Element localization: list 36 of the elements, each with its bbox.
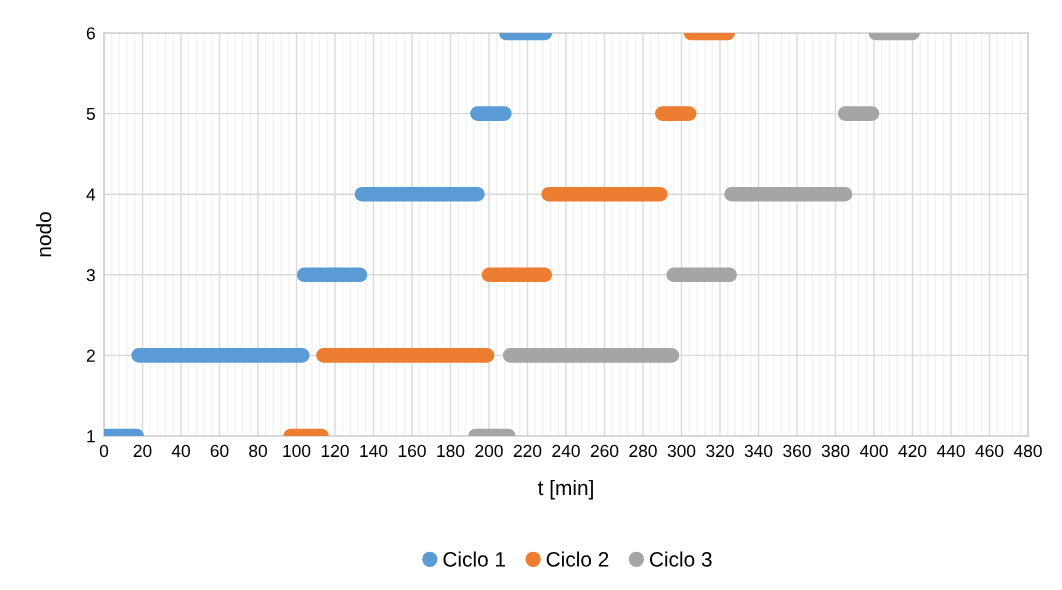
y-tick-label: 3 — [86, 268, 95, 282]
x-tick-label: 360 — [783, 444, 811, 458]
x-tick-label: 100 — [283, 444, 311, 458]
x-tick-label: 80 — [249, 444, 267, 458]
x-tick-label: 380 — [821, 444, 850, 458]
x-tick-label: 120 — [321, 444, 349, 458]
x-tick-label: 440 — [936, 444, 965, 458]
x-tick-label: 480 — [1013, 444, 1042, 458]
x-tick-label: 60 — [210, 444, 229, 458]
y-tick-label: 2 — [86, 349, 95, 362]
legend-label: Ciclo 3 — [649, 551, 712, 567]
x-tick-label: 40 — [171, 444, 190, 458]
legend-label: Ciclo 1 — [443, 551, 506, 567]
y-tick-label: 1 — [87, 430, 95, 443]
x-tick-label: 160 — [398, 444, 426, 458]
x-tick-label: 260 — [590, 444, 619, 458]
x-tick-label: 400 — [859, 444, 888, 458]
legend-label: Ciclo 2 — [546, 551, 609, 567]
x-tick-label: 200 — [475, 444, 503, 458]
x-tick-label: 300 — [667, 444, 696, 458]
y-axis-title: nodo — [36, 212, 52, 257]
y-tick-label: 5 — [86, 107, 95, 121]
x-axis-title: t [min] — [537, 479, 593, 500]
x-tick-label: 320 — [706, 444, 734, 458]
x-tick-label: 340 — [744, 444, 773, 458]
x-tick-label: 420 — [898, 444, 927, 458]
x-tick-label: 460 — [975, 444, 1004, 458]
y-tick-label: 6 — [86, 27, 95, 40]
x-tick-label: 0 — [99, 444, 109, 458]
x-tick-label: 180 — [437, 444, 465, 458]
x-tick-label: 220 — [513, 444, 542, 458]
x-tick-label: 20 — [133, 444, 152, 458]
x-tick-label: 240 — [552, 444, 580, 458]
x-tick-label: 140 — [360, 444, 388, 458]
y-tick-label: 4 — [86, 188, 96, 201]
x-tick-label: 280 — [629, 444, 657, 458]
